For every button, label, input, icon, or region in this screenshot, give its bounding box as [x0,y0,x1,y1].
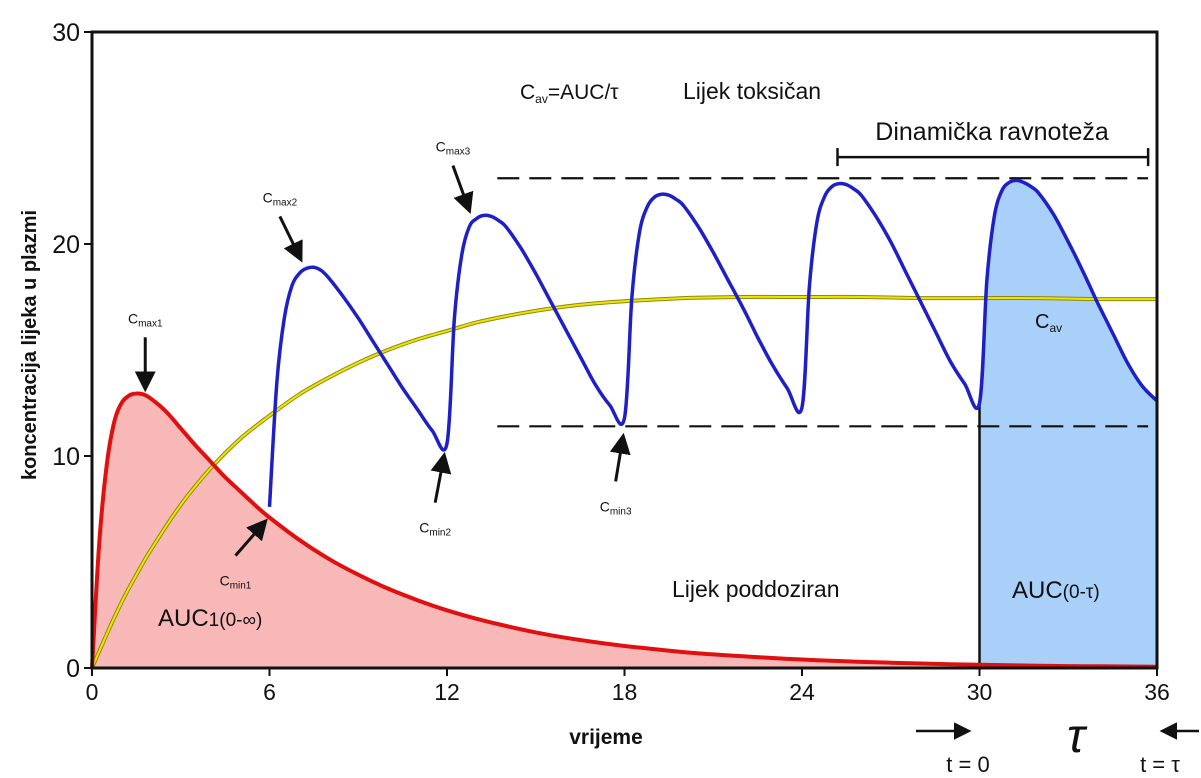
label-max1: Cmax1 [128,310,163,329]
x-tick-label: 18 [612,679,638,705]
arrow-min2 [430,451,452,503]
x-tick-label: 12 [434,679,460,705]
single-dose-curve [90,391,1158,669]
underdosed-label: Lijek poddoziran [672,576,840,602]
multiple-dose-curve [267,178,1159,508]
extrema-markers: Cmax1 Cmax2 Cmax3 Cmin1 Cmin2 Cmin3 [128,139,632,592]
y-tick-label: 20 [52,231,80,259]
x-tick-label: 6 [263,679,276,705]
label-min1: Cmin1 [220,573,252,592]
steady-state-label: Dinamička ravnoteža [875,118,1109,146]
auc-tau-area [979,180,1157,668]
auc1-area [92,393,1157,668]
arrow-max3 [451,165,474,215]
label-min3: Cmin3 [600,498,632,517]
reference-lines [497,177,1149,428]
label-min2: Cmin2 [419,520,451,539]
x-axis-label: vrijeme [569,726,643,749]
arrow-min1 [234,518,268,557]
arrow-max2 [278,215,303,263]
label-max2: Cmax2 [263,189,298,208]
auc-tau-label: AUC(0-τ) [1012,577,1100,604]
cav-label: Cav [1035,311,1062,335]
steady-state-bracket [836,148,1150,167]
arrow-min3 [609,432,631,482]
y-tick-label: 10 [52,443,80,471]
x-tick-label: 24 [789,679,815,705]
label-max3: Cmax3 [436,139,471,158]
y-tick-label: 30 [52,19,80,47]
auc1-label: AUC1(0-∞) [158,605,262,632]
t0-label: t = 0 [946,752,989,777]
axis-ticks: 0 6 12 18 24 30 36 0 10 20 30 [52,19,1170,705]
ttau-label: t = τ [1140,752,1180,777]
x-tick-label: 30 [967,679,993,705]
y-tick-label: 0 [66,655,80,683]
cav-curve [91,295,1158,669]
cavg-formula: Cav=AUC/τ [520,81,619,106]
tau-symbol: τ [1067,710,1088,763]
x-tick-label: 36 [1144,679,1170,705]
x-tick-label: 0 [86,679,99,705]
y-axis-label: koncentracija lijeka u plazmi [19,210,41,480]
toxic-label: Lijek toksičan [683,78,821,104]
